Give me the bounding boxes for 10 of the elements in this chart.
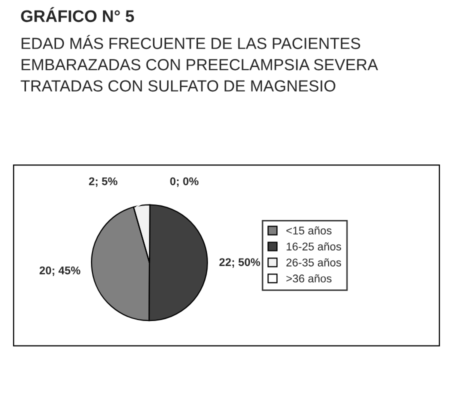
data-label: 2; 5%: [88, 177, 118, 187]
data-label: 22; 50%: [219, 258, 260, 268]
legend-label: 26-35 años: [286, 258, 342, 266]
legend-label: <15 años: [286, 226, 332, 235]
legend-label: >36 años: [286, 274, 332, 282]
chart-subtitle: EDAD MÁS FRECUENTE DE LAS PACIENTES EMBARAZADAS CON PREECLAMPSIA SEVERA TRATADAS CON SULFATO DE MAGNESIO: [20, 35, 378, 92]
chart-title: GRÁFICO N° 5: [21, 7, 134, 22]
legend-label: 16-25 años: [286, 242, 342, 250]
data-label: 20; 45%: [40, 266, 80, 276]
text: 0; 0%: [170, 177, 198, 187]
